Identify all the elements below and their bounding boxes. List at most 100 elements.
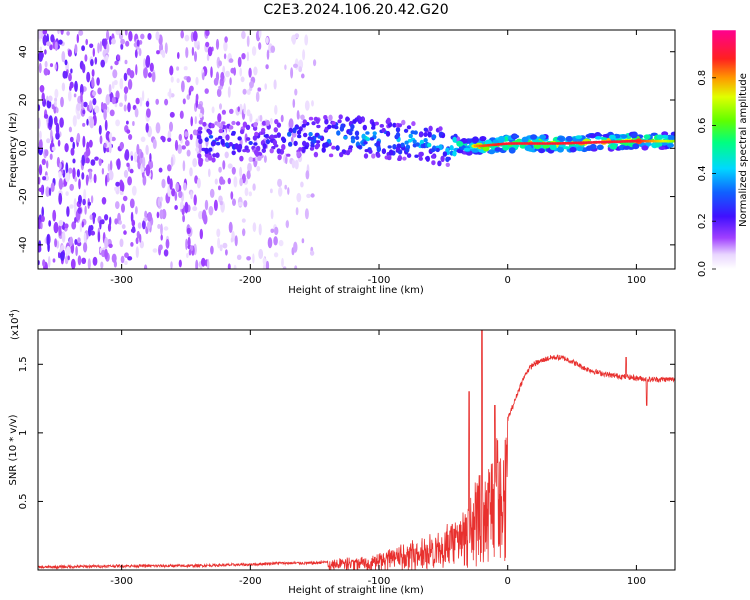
spectrogram-noise-cell <box>218 60 223 67</box>
spectrogram-signal-cell <box>632 143 640 150</box>
spectrogram-noise-cell <box>47 256 51 268</box>
spectrogram-noise-cell <box>195 76 199 86</box>
spectrogram-signal-cell <box>412 139 417 144</box>
spectrogram-noise-cell <box>59 117 64 128</box>
spectrogram-noise-cell <box>100 261 104 269</box>
spectrogram-noise-cell <box>179 110 184 120</box>
spectrogram-noise-cell <box>176 66 180 71</box>
spectrogram-signal-cell <box>242 121 248 128</box>
spectrogram-noise-cell <box>112 69 118 79</box>
spectrogram-noise-cell <box>72 158 76 164</box>
spectrogram-noise-cell <box>97 231 101 243</box>
spectrogram-noise-cell <box>108 170 114 181</box>
spectrogram-signal-cell <box>497 137 505 143</box>
spectrogram-noise-cell <box>192 158 198 168</box>
spectrogram-noise-cell <box>139 157 143 164</box>
snr-xtick-label: 100 <box>627 576 646 587</box>
spectrogram-signal-cell <box>204 137 209 143</box>
spectrogram-noise-cell <box>224 36 228 43</box>
spectrogram-noise-cell <box>113 79 118 86</box>
spectrogram-noise-cell <box>76 132 81 144</box>
spectrogram-signal-cell <box>296 130 302 135</box>
spectrogram-noise-cell <box>138 48 142 57</box>
spectrogram-noise-cell <box>204 199 209 211</box>
spectrogram-noise-cell <box>147 33 152 40</box>
spectrogram-signal-cell <box>354 135 360 140</box>
spectrogram-signal-cell <box>211 157 216 163</box>
spectrogram-signal-cell <box>225 134 230 141</box>
spectrogram-noise-cell <box>165 238 170 249</box>
spectrogram-signal-cell <box>352 119 357 124</box>
spectrogram-noise-cell <box>54 116 58 126</box>
spectrogram-signal-cell <box>228 142 233 147</box>
spectrogram-noise-cell <box>123 104 127 112</box>
spectrogram-noise-cell <box>208 168 211 178</box>
spectrogram-noise-cell <box>181 145 186 150</box>
spectrogram-noise-cell <box>91 76 95 88</box>
spectrogram-noise-cell <box>42 176 47 181</box>
spectrogram-signal-cell <box>214 137 220 142</box>
spectrogram-signal-cell <box>273 134 278 139</box>
spectrogram-noise-cell <box>108 84 112 94</box>
spectrogram-signal-cell <box>430 148 436 153</box>
spectrogram-signal-cell <box>245 124 251 130</box>
spectrogram-signal-cell <box>262 143 267 150</box>
spectrogram-noise-cell <box>182 214 186 223</box>
spectrogram-signal-cell <box>562 146 570 150</box>
spectrogram-signal-cell <box>463 147 471 152</box>
spectrogram-noise-cell <box>100 59 105 68</box>
spectrogram-signal-cell <box>397 157 402 161</box>
spectrogram-signal-cell <box>294 126 299 130</box>
spectrogram-signal-cell <box>363 153 369 159</box>
spectrogram-noise-cell <box>184 131 189 138</box>
spectrogram-noise-cell <box>213 199 218 211</box>
spectrogram-noise-cell <box>140 151 144 159</box>
spectrogram-ytick-label: -40 <box>18 237 29 253</box>
spectrogram-noise-cell <box>241 30 246 40</box>
spectrogram-noise-cell <box>141 90 145 102</box>
spectrogram-noise-cell <box>60 96 64 108</box>
spectrogram-signal-cell <box>644 142 652 147</box>
spectrogram-noise-cell <box>92 98 97 106</box>
spectrogram-noise-cell <box>136 155 140 164</box>
spectrogram-noise-cell <box>42 30 48 35</box>
spectrogram-noise-cell <box>104 237 109 249</box>
spectrogram-signal-cell <box>430 154 436 159</box>
spectrogram-noise-cell <box>270 117 273 125</box>
spectrogram-noise-cell <box>282 266 287 269</box>
spectrogram-signal-cell <box>263 134 268 138</box>
spectrogram-noise-cell <box>45 186 50 197</box>
spectrogram-noise-cell <box>106 30 110 41</box>
spectrogram-signal-cell <box>245 137 251 141</box>
spectrogram-noise-cell <box>302 49 306 61</box>
spectrogram-noise-cell <box>64 255 69 265</box>
spectrogram-noise-cell <box>111 136 116 142</box>
spectrogram-noise-cell <box>213 77 219 86</box>
spectrogram-frame <box>37 29 676 270</box>
spectrogram-noise-cell <box>233 176 238 188</box>
spectrogram-noise-cell <box>259 114 263 122</box>
spectrogram-signal-cell <box>576 146 584 152</box>
spectrogram-signal-cell <box>641 145 649 151</box>
spectrogram-signal-cell <box>388 149 394 156</box>
spectrogram-noise-cell <box>195 93 199 102</box>
spectrogram-noise-cell <box>58 219 64 227</box>
spectrogram-signal-cell <box>471 136 479 143</box>
spectrogram-noise-cell <box>82 122 86 127</box>
spectrogram-noise-cell <box>48 187 52 196</box>
spectrogram-signal-cell <box>331 145 336 150</box>
spectrogram-noise-cell <box>174 139 179 151</box>
spectrogram-noise-cell <box>139 233 142 243</box>
spectrogram-noise-cell <box>110 65 113 70</box>
spectrogram-signal-cell <box>235 121 241 126</box>
spectrogram-noise-cell <box>81 221 85 228</box>
spectrogram-noise-cell <box>294 265 298 269</box>
spectrogram-signal-cell <box>277 154 282 161</box>
spectrogram-noise-cell <box>70 258 76 269</box>
spectrogram-noise-cell <box>76 103 81 111</box>
spectrogram-signal-cell <box>361 133 366 140</box>
spectrogram-noise-cell <box>211 106 215 114</box>
spectrogram-ytick-label: 0.0 <box>18 140 29 156</box>
spectrogram-noise-cell <box>174 205 178 210</box>
